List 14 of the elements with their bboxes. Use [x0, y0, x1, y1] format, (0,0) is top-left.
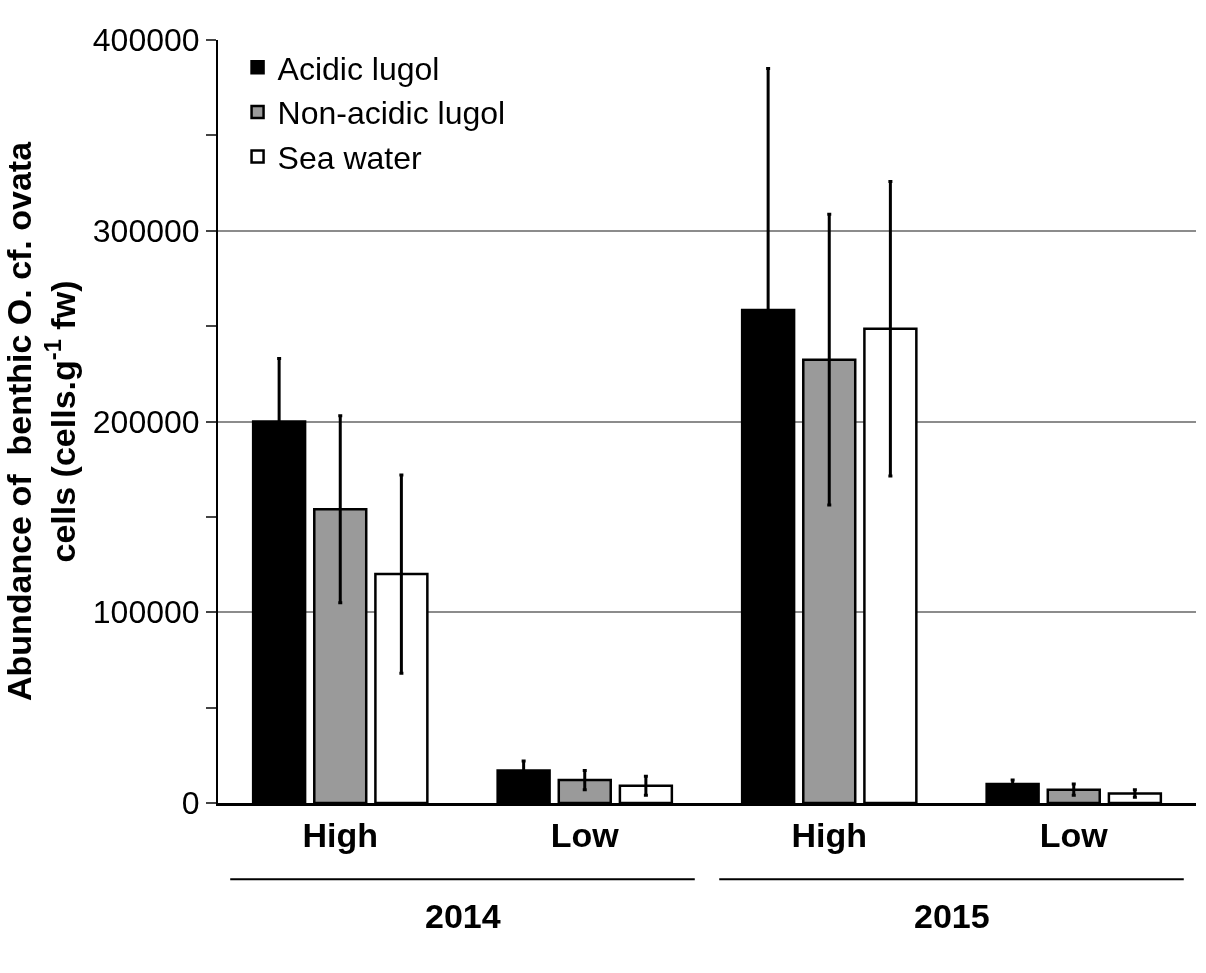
- y-tick-label: 200000: [92, 403, 200, 440]
- x-tick-label: Low: [550, 815, 620, 854]
- y-tick-label: 300000: [92, 212, 200, 249]
- x-tick-label: High: [302, 815, 379, 854]
- text: 2015: [914, 897, 990, 935]
- legend-label: Non-acidic lugol: [277, 95, 506, 132]
- x-tick-label: High: [791, 815, 868, 854]
- y-tick-label: 0: [181, 785, 200, 822]
- y-tick-label: 400000: [92, 22, 200, 59]
- y-tick-label: 100000: [92, 594, 200, 631]
- text: 2014: [425, 897, 501, 935]
- legend-label: Sea water: [277, 139, 422, 176]
- x-tick-label: Low: [1039, 815, 1109, 854]
- legend-label: Acidic lugol: [277, 50, 440, 87]
